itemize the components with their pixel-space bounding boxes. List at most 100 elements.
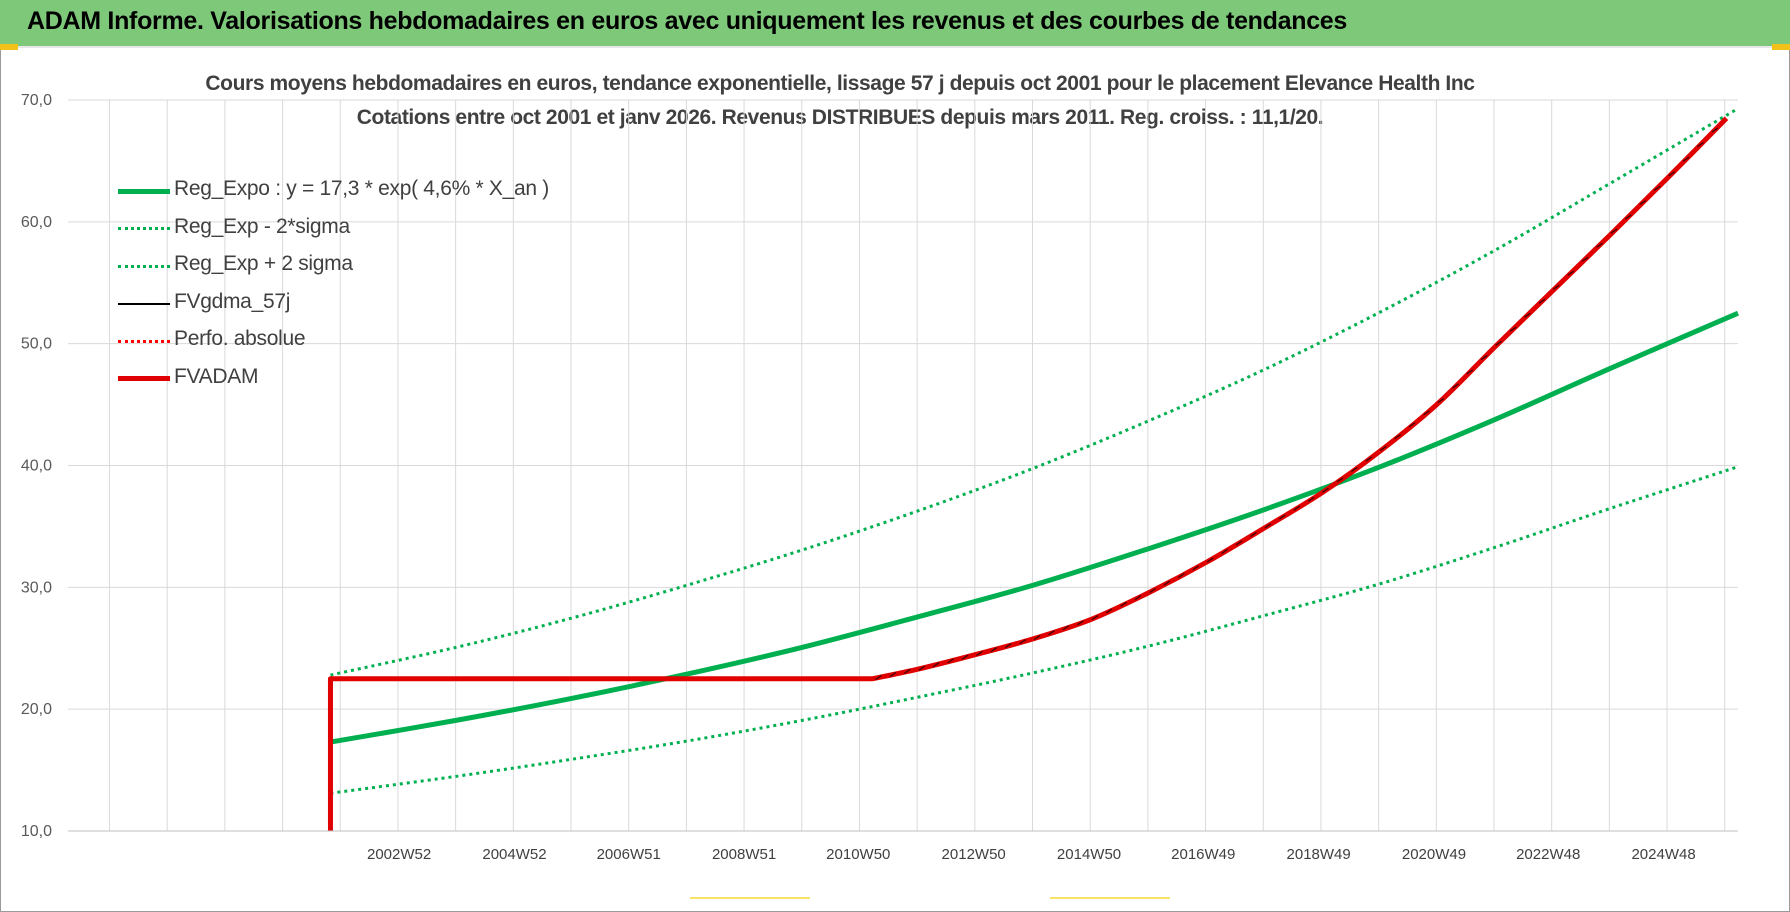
fvadam-step-mark [1134, 595, 1142, 601]
legend-swatch [118, 339, 170, 343]
fvadam-step-mark [1682, 156, 1690, 162]
y-tick-label: 50,0 [21, 336, 52, 353]
fvadam-step-mark [889, 671, 897, 677]
legend-swatch [118, 227, 170, 231]
legend-swatch [118, 302, 170, 305]
fvadam-step-mark [1697, 142, 1704, 148]
decor-line-left [690, 897, 810, 899]
series-line-1 [330, 465, 1739, 795]
fvadam-step-mark [1120, 601, 1127, 607]
fvadam-step-mark [1452, 383, 1459, 389]
y-tick-label: 70,0 [21, 92, 52, 109]
fvadam-step-mark [1567, 270, 1575, 276]
header-banner: ADAM Informe. Valorisations hebdomadaire… [0, 0, 1790, 48]
fvadam-step-mark [1105, 608, 1113, 614]
fvadam-step-mark [1625, 214, 1632, 220]
fvadam-step-mark [1524, 312, 1531, 318]
x-tick-label: 2002W52 [367, 846, 431, 863]
fvadam-step-mark [932, 662, 940, 668]
fvadam-step-mark [1423, 410, 1430, 416]
chart-title-line1: Cours moyens hebdomadaires en euros, ten… [205, 72, 1475, 95]
legend-swatch [118, 264, 170, 268]
y-tick-label: 20,0 [21, 701, 52, 718]
legend-label: FVADAM [174, 364, 259, 388]
x-tick-label: 2014W50 [1057, 846, 1121, 863]
legend-label: Perfo. absolue [174, 327, 306, 351]
legend-label: Reg_Exp - 2*sigma [174, 214, 350, 238]
fvadam-step-mark [1581, 256, 1589, 262]
x-tick-label: 2016W49 [1171, 846, 1235, 863]
fvadam-step-mark [1062, 625, 1070, 631]
fvadam-step-mark [1365, 456, 1373, 462]
y-tick-label: 30,0 [21, 579, 52, 596]
fvadam-step-mark [1250, 531, 1257, 537]
series-line-2 [330, 107, 1739, 677]
fvadam-step-mark [947, 658, 954, 664]
fvadam-step-mark [1351, 467, 1358, 473]
y-tick-label: 40,0 [21, 458, 52, 475]
decor-line-right [1050, 897, 1170, 899]
fvadam-step-mark [1048, 630, 1055, 636]
fvadam-step-mark [1278, 514, 1286, 520]
legend-label: FVgdma_57j [174, 289, 291, 313]
fvadam-step-mark [1437, 398, 1445, 404]
legend-swatch [118, 376, 170, 382]
x-tick-label: 2018W49 [1287, 846, 1351, 863]
fvadam-step-mark [1538, 298, 1546, 304]
fvadam-step-mark [1552, 284, 1560, 290]
fvadam-step-mark [1480, 355, 1488, 361]
x-tick-label: 2008W51 [712, 846, 776, 863]
fvadam-step-mark [1235, 540, 1243, 546]
fvadam-step-mark [1336, 477, 1344, 483]
x-tick-label: 2004W52 [482, 846, 546, 863]
x-tick-label: 2010W50 [826, 846, 890, 863]
fvadam-step-mark [1192, 565, 1200, 571]
fvadam-step-mark [1163, 580, 1171, 586]
fvadam-step-mark [1322, 487, 1329, 493]
fvadam-step-mark [1077, 620, 1084, 626]
fvadam-step-mark [1394, 434, 1401, 440]
fvadam-step-mark [1379, 446, 1387, 452]
fvadam-step-mark [1596, 242, 1603, 248]
fvadam-step-mark [1639, 200, 1647, 206]
fvadam-step-mark [1206, 557, 1214, 563]
legend-label: Reg_Exp + 2 sigma [174, 252, 353, 276]
legend-swatch [118, 188, 170, 194]
y-tick-label: 60,0 [21, 214, 52, 231]
x-tick-label: 2022W48 [1516, 846, 1580, 863]
fvadam-step-mark [918, 665, 926, 671]
fvadam-step-mark [1149, 588, 1156, 594]
fvadam-step-mark [1307, 496, 1315, 502]
fvadam-step-mark [1293, 505, 1301, 511]
fvadam-step-mark [1408, 422, 1416, 428]
corner-mark-right [1772, 44, 1790, 50]
fvadam-step-mark [1668, 171, 1675, 177]
legend-label: Reg_Expo : y = 17,3 * exp( 4,6% * X_an ) [174, 177, 549, 200]
chart-title-line2: Cotations entre oct 2001 et janv 2026. R… [356, 106, 1324, 129]
fvadam-step-mark [1264, 523, 1272, 529]
fvadam-step-mark [1653, 185, 1661, 191]
y-tick-label: 10,0 [21, 823, 52, 840]
x-tick-label: 2024W48 [1631, 846, 1695, 863]
series-line-0 [330, 310, 1739, 745]
fvadam-step-mark [1495, 340, 1502, 346]
page-title: ADAM Informe. Valorisations hebdomadaire… [27, 7, 1348, 35]
fvadam-step-mark [1610, 228, 1618, 234]
fvadam-step-mark [1221, 549, 1228, 555]
x-tick-label: 2012W50 [942, 846, 1006, 863]
series-line-5 [327, 116, 1729, 831]
fvadam-step-mark [875, 674, 882, 680]
fvadam-step-mark [1466, 369, 1474, 375]
fvadam-step-mark [976, 651, 983, 657]
fvadam-step-mark [1004, 643, 1012, 649]
fvadam-step-mark [990, 647, 998, 653]
corner-mark-left [0, 44, 18, 50]
fvadam-step-mark [1509, 326, 1517, 332]
fvadam-step-mark [1019, 639, 1027, 645]
fvadam-step-mark [1178, 572, 1185, 578]
x-tick-label: 2006W51 [597, 846, 661, 863]
fvadam-step-mark [961, 654, 969, 660]
x-tick-label: 2020W49 [1402, 846, 1466, 863]
